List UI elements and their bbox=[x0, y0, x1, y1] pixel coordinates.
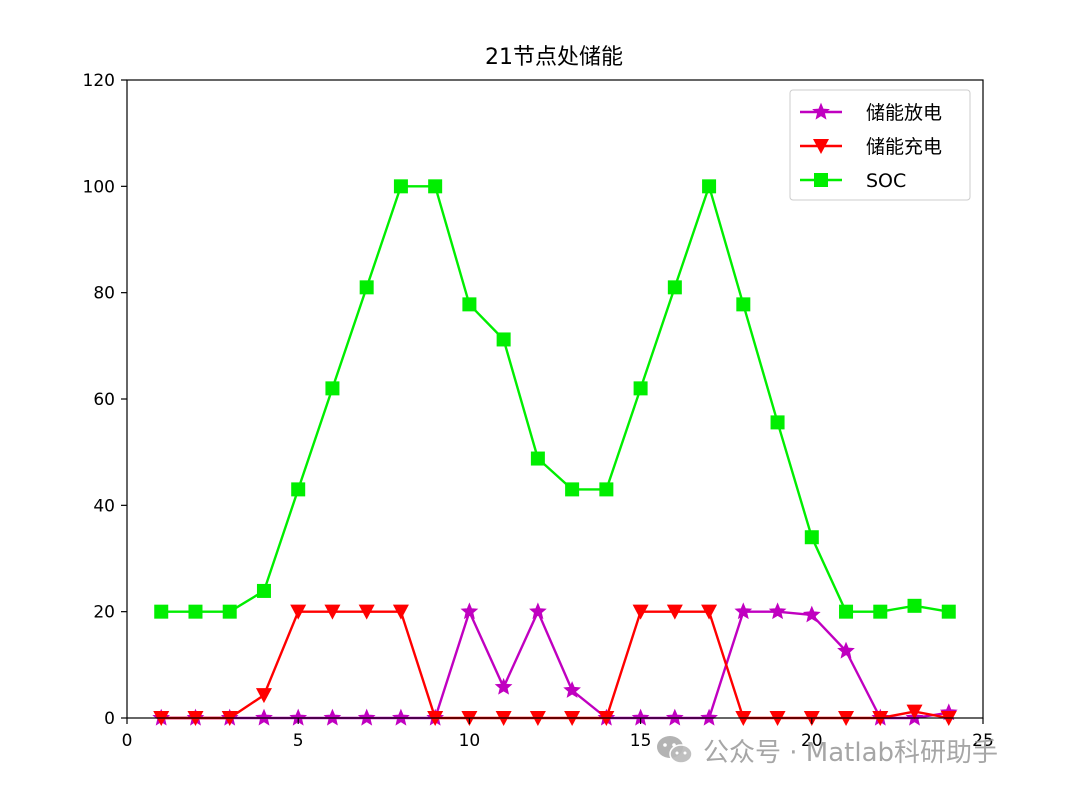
legend-item: SOC bbox=[800, 170, 906, 192]
y-tick-label: 20 bbox=[93, 603, 115, 623]
data-point bbox=[428, 179, 443, 194]
data-point bbox=[496, 332, 511, 347]
series-3 bbox=[154, 179, 956, 619]
data-point bbox=[599, 482, 614, 497]
data-point bbox=[255, 708, 273, 726]
legend-label: 储能放电 bbox=[866, 102, 942, 124]
data-point bbox=[494, 677, 513, 695]
series-layer bbox=[152, 179, 958, 726]
data-point bbox=[700, 708, 718, 726]
data-point bbox=[291, 482, 306, 497]
data-point bbox=[154, 604, 169, 619]
data-point bbox=[702, 179, 717, 194]
data-point bbox=[839, 604, 854, 619]
y-tick-label: 120 bbox=[83, 71, 115, 91]
legend-marker bbox=[813, 139, 829, 154]
data-point bbox=[324, 604, 341, 620]
x-tick-label: 20 bbox=[801, 731, 823, 751]
data-point bbox=[393, 179, 408, 194]
data-point bbox=[563, 681, 581, 698]
data-point bbox=[358, 604, 375, 620]
data-point bbox=[768, 602, 787, 620]
data-point bbox=[701, 604, 718, 620]
legend-item: 储能放电 bbox=[800, 102, 942, 124]
watermark: 公众号 · Matlab科研助手 bbox=[655, 730, 998, 770]
legend-marker bbox=[812, 102, 830, 120]
data-point bbox=[667, 280, 682, 295]
series-2 bbox=[153, 604, 957, 726]
data-point bbox=[359, 280, 374, 295]
data-point bbox=[734, 602, 753, 620]
data-point bbox=[256, 583, 271, 598]
wechat-icon bbox=[657, 736, 693, 764]
watermark-text: 公众号 · Matlab科研助手 bbox=[703, 737, 999, 768]
data-point bbox=[392, 708, 410, 726]
x-tick-label: 25 bbox=[972, 731, 994, 751]
y-tick-label: 80 bbox=[93, 284, 115, 304]
data-point bbox=[460, 602, 479, 620]
data-point bbox=[802, 605, 821, 623]
y-tick-label: 40 bbox=[93, 496, 115, 516]
data-point bbox=[255, 688, 272, 704]
series-1 bbox=[152, 602, 958, 726]
series-line bbox=[161, 610, 950, 720]
x-tick-label: 15 bbox=[630, 731, 652, 751]
y-tick-label: 100 bbox=[83, 177, 115, 197]
data-point bbox=[804, 530, 819, 545]
legend-item: 储能充电 bbox=[800, 136, 942, 158]
x-tick-label: 0 bbox=[122, 731, 133, 751]
data-point bbox=[873, 604, 888, 619]
data-point bbox=[736, 297, 751, 312]
data-point bbox=[188, 604, 203, 619]
x-tick-label: 10 bbox=[459, 731, 481, 751]
y-tick-label: 0 bbox=[104, 709, 115, 729]
data-point bbox=[770, 415, 785, 430]
data-point bbox=[392, 604, 409, 620]
y-tick-label: 60 bbox=[93, 390, 115, 410]
data-point bbox=[323, 708, 342, 726]
data-point bbox=[462, 297, 477, 312]
data-point bbox=[565, 482, 580, 497]
data-point bbox=[907, 598, 922, 613]
axes-layer: 0 5 10 15 20 25 0 20 40 60 80 100 120 bbox=[83, 71, 994, 751]
x-tick-label: 5 bbox=[293, 731, 304, 751]
data-point bbox=[632, 604, 649, 620]
data-point bbox=[530, 451, 545, 466]
series-line bbox=[161, 185, 950, 613]
data-point bbox=[906, 704, 923, 720]
data-point bbox=[529, 602, 547, 620]
legend-label: 储能充电 bbox=[866, 136, 942, 158]
legend-box bbox=[789, 89, 971, 201]
data-point bbox=[666, 604, 683, 620]
data-point bbox=[325, 381, 340, 396]
data-point bbox=[222, 604, 237, 619]
data-point bbox=[665, 708, 684, 726]
data-point bbox=[941, 604, 956, 619]
data-point bbox=[633, 381, 648, 396]
legend-label: SOC bbox=[866, 170, 906, 192]
data-point bbox=[290, 604, 307, 620]
data-point bbox=[837, 641, 855, 659]
data-point bbox=[357, 708, 376, 726]
series-line bbox=[161, 610, 949, 720]
chart-title: 21节点处储能 bbox=[485, 45, 623, 70]
legend-marker bbox=[814, 173, 828, 187]
